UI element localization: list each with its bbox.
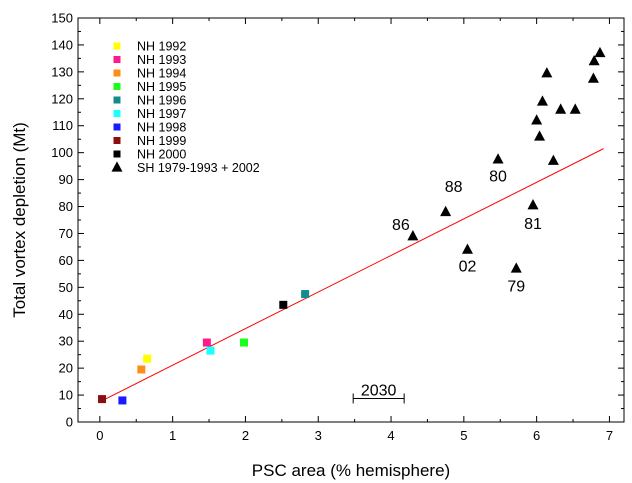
legend-label: NH 1994 <box>137 67 186 81</box>
square-point <box>301 290 310 299</box>
y-tick-label: 0 <box>66 415 73 430</box>
triangle-point <box>461 243 473 254</box>
y-tick-label: 10 <box>59 388 73 403</box>
triangle-point <box>594 46 606 58</box>
fit-line <box>99 148 604 403</box>
x-tick-label: 6 <box>533 428 540 443</box>
triangle-point <box>541 67 553 78</box>
x-tick-label: 0 <box>96 428 103 443</box>
x-tick-label: 2 <box>242 428 249 443</box>
y-tick-label: 150 <box>51 11 73 26</box>
legend-label: SH 1979-1993 + 2002 <box>137 161 260 175</box>
triangle-point <box>534 130 546 141</box>
x-tick-label: 7 <box>606 428 613 443</box>
square-point <box>98 395 107 404</box>
y-tick-label: 80 <box>59 199 73 214</box>
triangle-point <box>547 154 559 165</box>
y-tick-label: 90 <box>59 172 73 187</box>
y-tick-label: 110 <box>52 118 73 133</box>
square-point <box>202 338 211 347</box>
legend-marker <box>111 161 123 172</box>
legend-marker <box>113 137 121 144</box>
fit-line-layer <box>99 148 604 403</box>
x-tick-label: 4 <box>387 428 394 443</box>
axes: 0 1 2 3 4 5 6 701020304050607080901001101201301… <box>10 11 625 480</box>
y-tick-label: 70 <box>59 226 73 241</box>
square-point <box>239 338 248 347</box>
point-annotation: 81 <box>524 216 542 233</box>
legend-marker <box>113 42 121 50</box>
legend-marker <box>113 96 121 104</box>
triangle-point <box>531 114 543 125</box>
square-point <box>118 396 127 405</box>
triangle-point <box>510 262 522 273</box>
triangle-point <box>440 205 452 217</box>
triangle-point <box>536 95 548 106</box>
legend-marker <box>113 56 121 63</box>
legend-label: NH 1997 <box>137 107 186 121</box>
y-tick-label: 50 <box>59 280 73 295</box>
triangle-point <box>569 103 581 114</box>
square-point <box>206 346 215 355</box>
x-axis-title: PSC area (% hemisphere) <box>252 461 450 480</box>
y-tick-label: 100 <box>51 145 73 160</box>
x-tick-label: 5 <box>460 428 467 443</box>
y-tick-label: 120 <box>51 91 73 106</box>
square-point <box>279 300 288 309</box>
square-point <box>137 365 146 374</box>
triangle-point <box>555 103 567 114</box>
y-axis-title: Total vortex depletion (Mt) <box>10 122 29 318</box>
legend-marker <box>113 83 121 90</box>
triangle-point <box>588 54 600 66</box>
triangle-point <box>527 199 539 210</box>
y-tick-label: 60 <box>59 253 73 268</box>
legend-marker <box>113 69 121 77</box>
point-annotation: 79 <box>507 278 525 295</box>
point-annotation: 80 <box>489 168 507 185</box>
legend-marker <box>113 123 121 131</box>
y-tick-label: 30 <box>59 334 73 349</box>
x-tick-label: 1 <box>169 428 176 443</box>
triangle-point <box>492 153 504 164</box>
legend-label: NH 1996 <box>137 94 186 108</box>
legend-label: NH 1995 <box>137 80 186 94</box>
y-tick-label: 140 <box>51 37 73 52</box>
y-tick-label: 20 <box>59 361 73 376</box>
legend-label: NH 2000 <box>137 148 186 162</box>
annotations: 86 88 02 80 81 79 2030 <box>352 168 542 404</box>
triangle-point <box>587 72 599 83</box>
legend-label: NH 1998 <box>137 121 186 135</box>
triangle-point <box>407 230 419 241</box>
legend-label: NH 1992 <box>137 40 186 54</box>
x-tick-label: 3 <box>315 428 322 443</box>
square-point <box>143 354 152 363</box>
legend-marker <box>113 150 121 158</box>
y-tick-label: 130 <box>51 64 73 79</box>
legend-label: NH 1993 <box>137 53 186 67</box>
point-annotation: 88 <box>445 179 463 196</box>
range-marker-label: 2030 <box>361 382 397 399</box>
point-annotation: 02 <box>459 259 477 276</box>
y-tick-label: 40 <box>59 307 73 322</box>
legend-marker <box>113 110 121 117</box>
legend-label: NH 1999 <box>137 134 186 148</box>
point-annotation: 86 <box>392 217 410 234</box>
data-points <box>98 46 606 405</box>
